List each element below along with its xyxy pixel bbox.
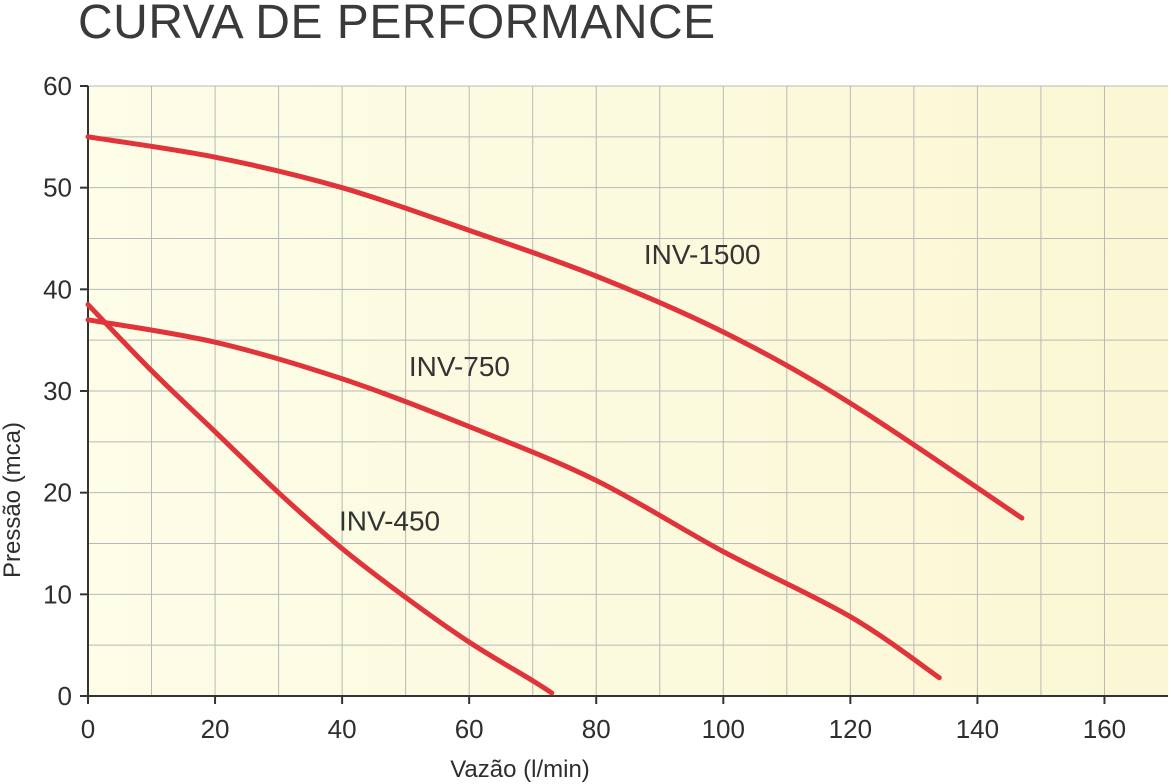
x-tick-label: 160 (1083, 714, 1126, 744)
curve-inv-450 (85, 302, 555, 696)
curve-inv-1500 (85, 134, 1025, 521)
y-axis-label: Pressão (mca) (0, 422, 26, 578)
y-tick-label: 20 (43, 478, 72, 508)
x-tick-label: 0 (81, 714, 95, 744)
y-tick-label: 10 (43, 579, 72, 609)
y-tick-label: 0 (58, 681, 72, 711)
x-tick-label: 80 (582, 714, 611, 744)
x-tick-label: 20 (201, 714, 230, 744)
chart-title: CURVA DE PERFORMANCE (78, 0, 716, 49)
x-tick-labels: 0 20 40 60 80 100 120 140 160 (81, 714, 1126, 744)
series-label-inv-450: INV-450 (339, 505, 440, 536)
series-curves (85, 134, 1025, 696)
y-tick-labels: 0 10 20 30 40 50 60 (43, 71, 72, 711)
x-tick-label: 120 (829, 714, 872, 744)
x-tick-label: 140 (956, 714, 999, 744)
x-tick-label: 60 (455, 714, 484, 744)
y-tick-label: 40 (43, 274, 72, 304)
y-tick-label: 50 (43, 173, 72, 203)
x-tick-label: 40 (328, 714, 357, 744)
x-axis-label: Vazão (l/min) (450, 756, 590, 783)
x-tick-label: 100 (702, 714, 745, 744)
axes (80, 85, 1168, 704)
series-label-inv-750: INV-750 (409, 351, 510, 382)
series-labels: INV-1500 INV-750 INV-450 (339, 239, 761, 536)
curve-inv-750 (85, 317, 942, 681)
y-tick-label: 60 (43, 71, 72, 101)
y-tick-label: 30 (43, 376, 72, 406)
series-label-inv-1500: INV-1500 (644, 239, 761, 270)
